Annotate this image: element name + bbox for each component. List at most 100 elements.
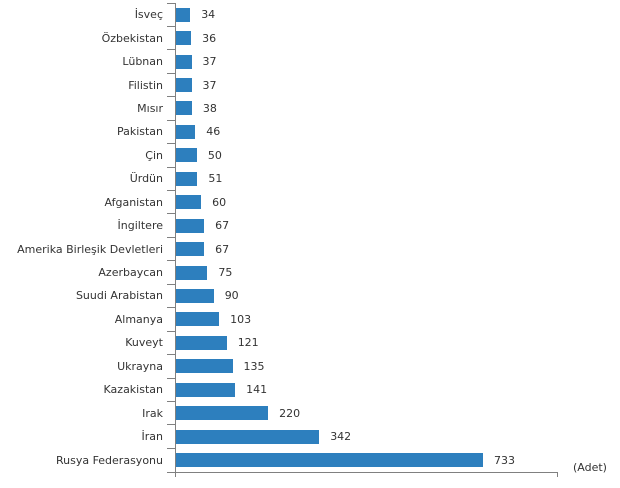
chart-row: Pakistan 46	[0, 119, 620, 143]
chart-row: Özbekistan 36	[0, 25, 620, 49]
value-label: 34	[201, 8, 216, 22]
chart-row: Ukrayna 135	[0, 354, 620, 378]
category-label: Lübnan	[122, 55, 163, 69]
value-label: 733	[494, 453, 515, 467]
chart-row: Lübnan 37	[0, 49, 620, 73]
axis-tick	[167, 166, 175, 168]
bar	[176, 7, 191, 22]
value-label: 141	[246, 383, 268, 397]
axis-tick	[167, 49, 175, 51]
chart-row: Filistin 37	[0, 72, 620, 96]
chart-row: İran 342	[0, 424, 620, 448]
bar	[176, 382, 236, 397]
bar	[176, 78, 192, 93]
category-label: Mısır	[137, 101, 163, 115]
axis-tick	[167, 260, 175, 262]
axis-tick	[167, 2, 175, 4]
chart-row: Mısır 38	[0, 96, 620, 120]
bar	[176, 288, 214, 303]
axis-tick	[167, 213, 175, 215]
category-label: Amerika Birleşik Devletleri	[17, 242, 163, 256]
chart-row: Kazakistan 141	[0, 377, 620, 401]
value-label: 60	[212, 195, 227, 209]
chart-row: Almanya 103	[0, 307, 620, 331]
value-label: 121	[237, 336, 259, 350]
chart-row: Kuveyt 121	[0, 330, 620, 354]
x-axis	[175, 472, 558, 477]
axis-tick	[167, 330, 175, 332]
chart-row: Azerbaycan 75	[0, 260, 620, 284]
category-label: Azerbaycan	[98, 266, 163, 280]
axis-tick	[167, 307, 175, 309]
category-label: İran	[141, 430, 163, 444]
category-label: Suudi Arabistan	[75, 289, 163, 303]
category-label: Filistin	[128, 78, 163, 92]
category-label: İngiltere	[117, 219, 163, 233]
bar	[176, 171, 198, 186]
category-label: Özbekistan	[101, 31, 163, 45]
bar	[176, 101, 192, 116]
value-label: 75	[218, 266, 233, 280]
bar	[176, 312, 220, 327]
category-label: Ukrayna	[117, 359, 163, 373]
bar	[176, 429, 320, 444]
axis-tick	[167, 236, 175, 238]
category-label: Kazakistan	[103, 383, 163, 397]
value-label: 67	[215, 219, 230, 233]
y-axis	[175, 3, 176, 472]
chart-row: Çin 50	[0, 143, 620, 167]
value-label: 135	[243, 359, 265, 373]
chart-row: İngiltere 67	[0, 213, 620, 237]
value-label: 90	[224, 289, 239, 303]
category-label: Pakistan	[116, 125, 163, 139]
chart-row: Ürdün 51	[0, 166, 620, 190]
value-label: 37	[202, 55, 217, 69]
chart-row: Afganistan 60	[0, 190, 620, 214]
axis-tick	[167, 400, 175, 402]
axis-tick	[167, 143, 175, 145]
axis-tick	[167, 25, 175, 27]
axis-tick	[167, 377, 175, 379]
bar	[176, 54, 192, 69]
axis-tick	[167, 424, 175, 426]
bar	[176, 335, 227, 350]
category-label: İsveç	[134, 8, 163, 22]
bar	[176, 359, 233, 374]
category-label: Kuveyt	[125, 336, 163, 350]
value-label: 51	[208, 172, 223, 186]
value-label: 38	[202, 101, 217, 115]
bar	[176, 148, 197, 163]
axis-tick	[167, 354, 175, 356]
bar	[176, 31, 192, 46]
axis-tick	[167, 96, 175, 98]
bar	[176, 406, 269, 421]
chart-row: Irak 220	[0, 400, 620, 424]
chart-row: Rusya Federasyonu 733	[0, 447, 620, 471]
value-label: 67	[215, 242, 230, 256]
axis-tick	[167, 72, 175, 74]
bar	[176, 453, 483, 468]
bar	[176, 124, 196, 139]
category-label: Afganistan	[104, 195, 163, 209]
category-label: Ürdün	[129, 172, 163, 186]
chart-row: İsveç 34	[0, 2, 620, 26]
axis-tick	[167, 283, 175, 285]
axis-tick	[167, 190, 175, 191]
unit-label: (Adet)	[573, 461, 607, 474]
value-label: 46	[206, 125, 221, 139]
bar	[176, 218, 205, 233]
value-label: 37	[202, 78, 217, 92]
category-label: Irak	[142, 406, 163, 420]
category-label: Çin	[145, 148, 163, 162]
bar	[176, 265, 208, 280]
axis-tick	[167, 447, 175, 449]
chart-row: Suudi Arabistan 90	[0, 283, 620, 307]
category-label: Rusya Federasyonu	[55, 453, 163, 467]
value-label: 342	[330, 430, 352, 444]
bar	[176, 242, 205, 257]
bar	[176, 195, 202, 210]
chart-rows: İsveç 34 Özbekistan 36 Lübnan 37 Filisti…	[0, 2, 620, 472]
value-label: 36	[202, 31, 217, 45]
axis-tick-bottom	[167, 472, 175, 473]
